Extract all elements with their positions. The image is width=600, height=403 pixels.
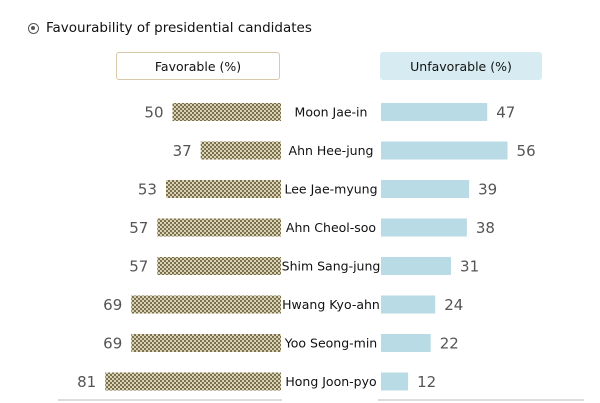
unfavorable-bar <box>381 334 431 352</box>
unfavorable-bar <box>381 372 409 391</box>
favorable-bar <box>200 141 281 160</box>
favorable-bar <box>157 257 281 275</box>
favorable-bar <box>131 334 281 352</box>
unfavorable-value-label: 56 <box>517 142 536 160</box>
candidate-label: Yoo Seong-min <box>284 336 377 351</box>
unfavorable-bar <box>381 295 436 314</box>
candidate-label: Hwang Kyo-ahn <box>282 297 380 312</box>
favorable-value-label: 69 <box>103 296 122 314</box>
favorable-value-label: 57 <box>129 258 148 276</box>
candidate-label: Moon Jae-in <box>295 105 368 120</box>
unfavorable-bar <box>381 180 470 198</box>
favorable-value-label: 53 <box>138 181 157 199</box>
favorable-bar <box>105 372 281 391</box>
chart-title-row: Favourability of presidential candidates <box>28 18 312 38</box>
unfavorable-value-label: 22 <box>440 335 459 353</box>
favorable-bar <box>157 218 281 237</box>
chart-title: Favourability of presidential candidates <box>46 20 312 36</box>
unfavorable-bar <box>381 103 488 121</box>
unfavorable-value-label: 12 <box>417 373 436 391</box>
favorable-value-label: 69 <box>103 335 122 353</box>
unfavorable-value-label: 47 <box>496 104 515 122</box>
favorable-value-label: 37 <box>173 142 192 160</box>
favorable-bar <box>172 103 281 121</box>
candidate-label: Ahn Hee-jung <box>289 143 374 158</box>
unfavorable-value-label: 24 <box>444 296 463 314</box>
candidate-label: Lee Jae-myung <box>285 182 378 197</box>
favorable-bar <box>165 180 281 198</box>
unfavorable-value-label: 38 <box>476 219 495 237</box>
favorable-value-label: 50 <box>144 104 163 122</box>
unfavorable-value-label: 39 <box>478 181 497 199</box>
unfavorable-header: Unfavorable (%) <box>380 52 542 80</box>
target-icon <box>28 22 39 34</box>
unfavorable-value-label: 31 <box>460 258 479 276</box>
unfavorable-bar <box>381 141 508 160</box>
favorable-value-label: 57 <box>129 219 148 237</box>
favorable-header: Favorable (%) <box>116 52 280 80</box>
candidate-label: Shim Sang-jung <box>282 259 381 274</box>
favorable-bar <box>131 295 281 314</box>
candidate-label: Hong Joon-pyo <box>285 374 376 389</box>
unfavorable-bar <box>381 257 452 275</box>
unfavorable-bar <box>381 218 467 237</box>
candidate-label: Ahn Cheol-soo <box>286 220 376 235</box>
favorable-value-label: 81 <box>77 373 96 391</box>
